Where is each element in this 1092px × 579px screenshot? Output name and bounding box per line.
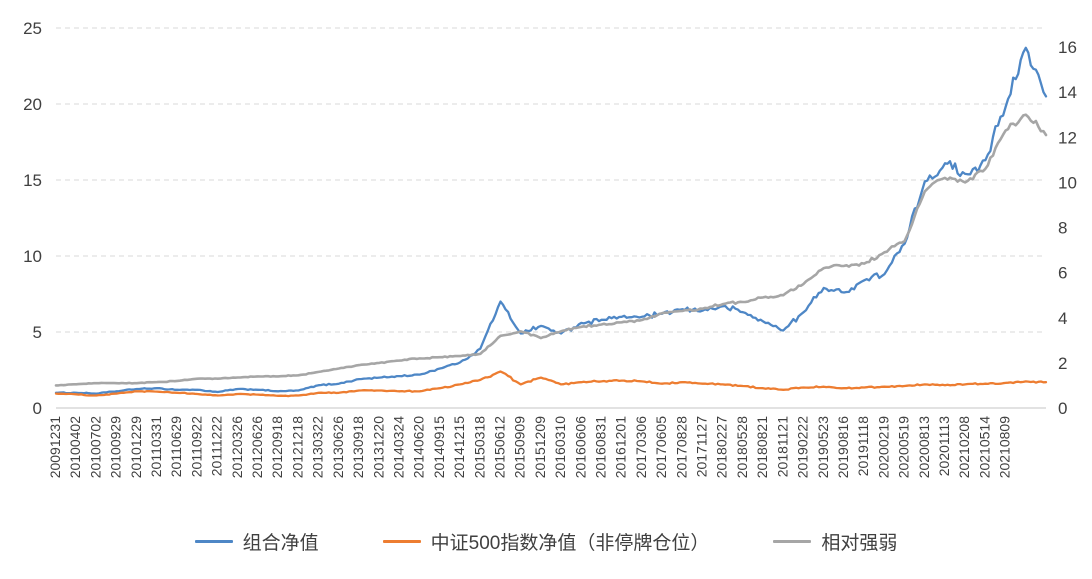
svg-text:20101229: 20101229	[128, 416, 144, 479]
svg-text:20091231: 20091231	[47, 416, 63, 479]
svg-text:20180528: 20180528	[734, 416, 750, 479]
svg-text:20130626: 20130626	[330, 416, 346, 479]
svg-text:20131220: 20131220	[370, 416, 386, 479]
svg-text:20210809: 20210809	[997, 416, 1013, 479]
svg-text:20190222: 20190222	[795, 416, 811, 479]
svg-text:25: 25	[23, 19, 42, 38]
svg-text:20111222: 20111222	[209, 416, 225, 476]
svg-text:20151209: 20151209	[532, 416, 548, 479]
svg-text:20201113: 20201113	[936, 416, 952, 476]
svg-text:20120626: 20120626	[249, 416, 265, 479]
legend-label-index: 中证500指数净值（非停牌仓位）	[430, 533, 710, 554]
svg-text:20130322: 20130322	[310, 416, 326, 479]
svg-text:20140915: 20140915	[431, 416, 447, 479]
svg-text:12: 12	[1058, 128, 1077, 147]
svg-text:14: 14	[1058, 83, 1077, 102]
svg-text:0: 0	[33, 399, 42, 418]
relative-strength-line-swatch-icon	[773, 540, 812, 543]
svg-text:20110629: 20110629	[168, 416, 184, 477]
svg-text:20190523: 20190523	[815, 416, 831, 479]
svg-text:10: 10	[23, 247, 42, 266]
legend-item-portfolio: 组合净值	[194, 528, 319, 555]
svg-text:20191118: 20191118	[855, 416, 871, 476]
svg-text:20160606: 20160606	[572, 416, 588, 479]
svg-text:20141215: 20141215	[451, 416, 467, 479]
svg-text:20181121: 20181121	[774, 416, 790, 477]
svg-text:20: 20	[23, 95, 42, 114]
svg-text:20160310: 20160310	[552, 416, 568, 479]
svg-text:10: 10	[1058, 173, 1077, 192]
svg-text:20200219: 20200219	[875, 416, 891, 479]
svg-text:20200519: 20200519	[896, 416, 912, 479]
svg-text:5: 5	[33, 323, 42, 342]
chart-legend: 组合净值 中证500指数净值（非停牌仓位） 相对强弱	[0, 528, 1092, 555]
svg-text:20120326: 20120326	[229, 416, 245, 479]
svg-text:20210208: 20210208	[956, 416, 972, 479]
svg-text:8: 8	[1058, 219, 1067, 238]
svg-text:20200813: 20200813	[916, 416, 932, 479]
svg-text:20161201: 20161201	[613, 416, 629, 479]
svg-text:20110922: 20110922	[188, 416, 204, 477]
svg-text:20180821: 20180821	[754, 416, 770, 479]
index-line-swatch-icon	[382, 540, 421, 543]
svg-text:20170828: 20170828	[673, 416, 689, 479]
svg-text:20140620: 20140620	[411, 416, 427, 479]
legend-item-relative-strength: 相对强弱	[773, 528, 897, 555]
svg-text:16: 16	[1058, 38, 1077, 57]
legend-label-relative-strength: 相对强弱	[821, 533, 898, 554]
portfolio-line-swatch-icon	[194, 540, 233, 543]
svg-text:20180227: 20180227	[714, 416, 730, 479]
svg-text:20120918: 20120918	[269, 416, 285, 479]
svg-text:20190816: 20190816	[835, 416, 851, 479]
svg-text:15: 15	[23, 171, 42, 190]
svg-text:20121218: 20121218	[289, 416, 305, 479]
svg-text:4: 4	[1058, 309, 1067, 328]
svg-text:20110331: 20110331	[148, 416, 164, 477]
svg-text:20171127: 20171127	[694, 416, 710, 477]
svg-text:20160831: 20160831	[593, 416, 609, 479]
svg-text:20210514: 20210514	[976, 416, 992, 479]
svg-text:2: 2	[1058, 354, 1067, 373]
svg-text:20170306: 20170306	[633, 416, 649, 479]
svg-text:20100929: 20100929	[108, 416, 124, 479]
svg-text:20150909: 20150909	[512, 416, 528, 479]
svg-text:20170605: 20170605	[653, 416, 669, 479]
svg-text:20100402: 20100402	[67, 416, 83, 479]
svg-text:20150318: 20150318	[471, 416, 487, 479]
legend-item-index: 中证500指数净值（非停牌仓位）	[382, 528, 710, 555]
svg-text:20130918: 20130918	[350, 416, 366, 479]
svg-text:20150612: 20150612	[491, 416, 507, 479]
svg-text:20100702: 20100702	[87, 416, 103, 479]
svg-text:6: 6	[1058, 264, 1067, 283]
svg-text:0: 0	[1058, 399, 1067, 418]
legend-label-portfolio: 组合净值	[242, 533, 319, 554]
svg-text:20140324: 20140324	[390, 416, 406, 479]
line-chart: 0 5 10 15 20 25 0 2 4 6 8 10 12 14 16 20091231 20100402 2…	[23, 19, 1077, 479]
